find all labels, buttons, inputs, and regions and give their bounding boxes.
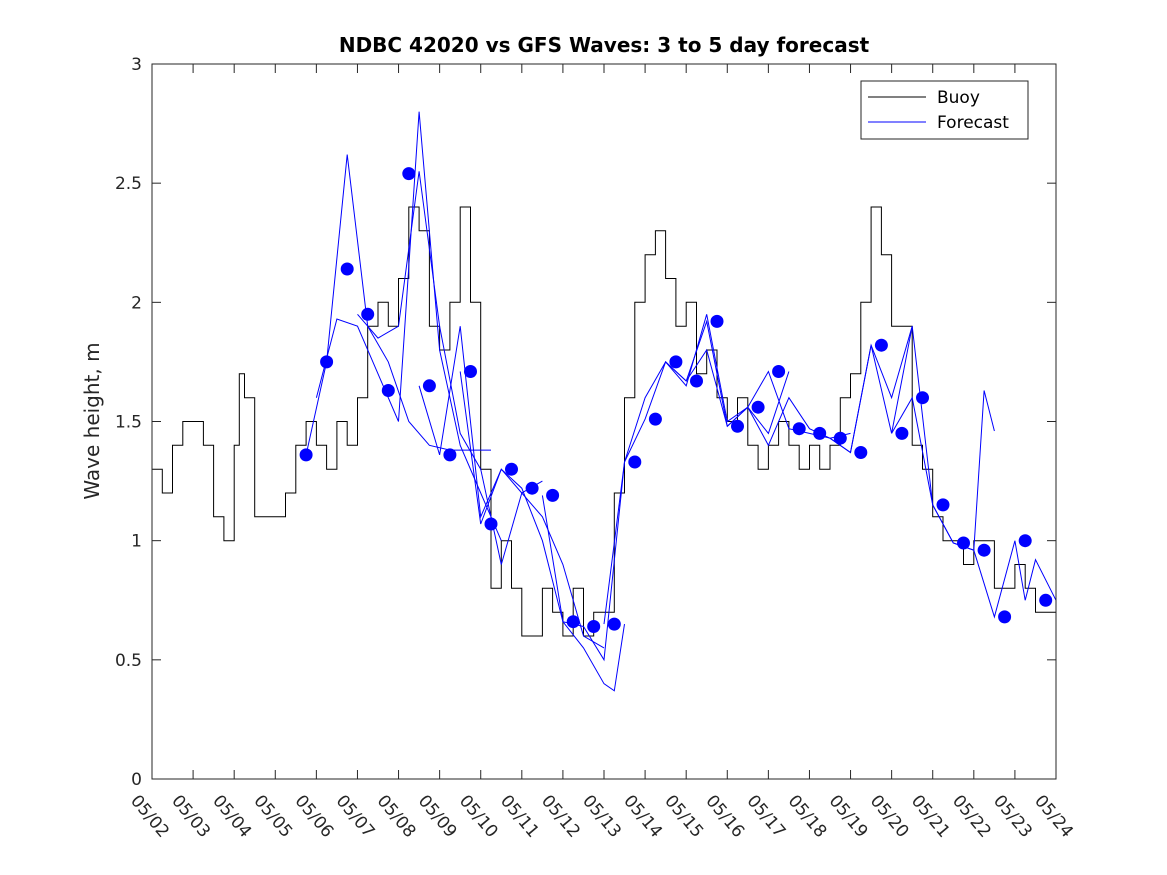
axes-box xyxy=(151,63,1057,780)
forecast-marker xyxy=(731,419,744,433)
series-line-forecast xyxy=(357,171,543,565)
forecast-marker xyxy=(833,431,847,445)
forecast-marker xyxy=(710,314,724,328)
chart-title: NDBC 42020 vs GFS Waves: 3 to 5 day fore… xyxy=(339,33,870,57)
forecast-marker xyxy=(1018,534,1032,548)
forecast-marker xyxy=(464,365,477,378)
forecast-marker xyxy=(751,400,765,414)
forecast-marker xyxy=(546,488,560,502)
forecast-marker xyxy=(299,448,313,462)
forecast-marker xyxy=(648,412,662,426)
y-tick-label: 0 xyxy=(131,770,142,790)
forecast-marker xyxy=(998,610,1012,624)
forecast-marker xyxy=(320,355,334,369)
forecast-marker xyxy=(772,365,786,378)
series-line-forecast xyxy=(315,111,502,541)
series-line-forecast xyxy=(459,371,625,692)
forecast-marker xyxy=(895,426,909,440)
forecast-marker xyxy=(587,620,601,633)
forecast-marker xyxy=(340,262,354,276)
forecast-marker xyxy=(977,543,991,557)
y-tick-label: 2.5 xyxy=(115,174,142,194)
forecast-marker xyxy=(607,617,621,631)
y-axis-label: Wave height, m xyxy=(80,342,104,499)
forecast-marker xyxy=(854,446,868,459)
series-line-forecast xyxy=(418,326,605,649)
forecast-marker xyxy=(361,307,375,321)
legend-label-buoy: Buoy xyxy=(937,88,980,108)
forecast-marker xyxy=(505,462,518,476)
forecast-marker xyxy=(792,422,806,436)
forecast-marker xyxy=(690,374,703,388)
series-line-forecast xyxy=(829,326,995,551)
legend: Buoy Forecast xyxy=(860,80,1029,140)
forecast-marker xyxy=(628,455,642,469)
forecast-marker xyxy=(1039,593,1053,607)
forecast-marker xyxy=(813,426,827,440)
y-tick-label: 3 xyxy=(131,55,142,75)
forecast-marker xyxy=(484,517,498,531)
series-line-forecast xyxy=(891,396,1057,619)
series-line-forecast xyxy=(305,154,491,456)
forecast-marker xyxy=(957,536,970,550)
forecast-marker xyxy=(422,379,436,393)
series-line-forecast xyxy=(603,314,790,625)
forecast-marker xyxy=(525,481,539,495)
y-tick-label: 0.5 xyxy=(115,651,142,671)
forecast-marker xyxy=(669,355,683,369)
forecast-marker xyxy=(916,391,929,405)
forecast-marker xyxy=(381,384,395,397)
forecast-marker xyxy=(874,338,888,352)
y-tick-label: 1 xyxy=(131,532,142,552)
plot-area xyxy=(152,111,1057,692)
forecast-marker xyxy=(936,498,950,512)
forecast-marker xyxy=(402,167,416,181)
y-tick-label: 1.5 xyxy=(115,413,142,433)
forecast-marker xyxy=(443,448,457,462)
forecast-marker xyxy=(566,615,580,629)
y-tick-label: 2 xyxy=(131,293,142,313)
legend-box xyxy=(860,80,1029,140)
legend-label-forecast: Forecast xyxy=(937,113,1009,133)
